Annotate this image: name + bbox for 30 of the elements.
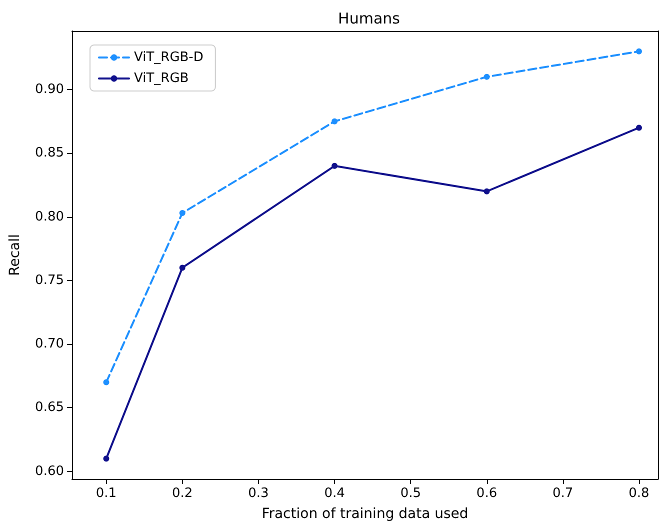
y-tick-label: 0.80 <box>35 209 64 224</box>
y-tick-label: 0.70 <box>35 336 64 352</box>
legend-label: ViT_RGB-D <box>134 50 204 65</box>
x-tick-label: 0.5 <box>400 486 422 501</box>
point <box>179 264 186 271</box>
x-tick-label: 0.1 <box>96 486 117 501</box>
point <box>103 379 110 386</box>
y-tick-label: 0.60 <box>35 464 64 479</box>
y-tick-label: 0.75 <box>35 272 64 288</box>
x-tick-label: 0.2 <box>172 486 193 501</box>
x-axis-title: Fraction of training data used <box>262 506 468 522</box>
point <box>484 74 490 80</box>
y-tick-label: 0.90 <box>35 82 64 98</box>
x-tick-label: 0.4 <box>324 486 345 501</box>
y-axis-title: Recall <box>7 234 23 276</box>
y-tick-label: 0.85 <box>35 146 64 161</box>
x-tick-label: 0.6 <box>476 486 498 501</box>
point <box>103 456 110 462</box>
point <box>332 162 338 169</box>
chart-title: Humans <box>338 10 400 28</box>
point <box>636 124 642 131</box>
point <box>484 188 490 194</box>
x-tick-label: 0.3 <box>248 486 269 501</box>
x-tick-label: 0.8 <box>628 486 650 501</box>
point <box>332 118 338 124</box>
point <box>636 48 642 54</box>
x-tick-label: 0.7 <box>552 486 574 501</box>
legend-label: ViT_RGB <box>134 71 189 86</box>
y-tick-label: 0.65 <box>35 400 64 416</box>
point <box>179 210 186 216</box>
